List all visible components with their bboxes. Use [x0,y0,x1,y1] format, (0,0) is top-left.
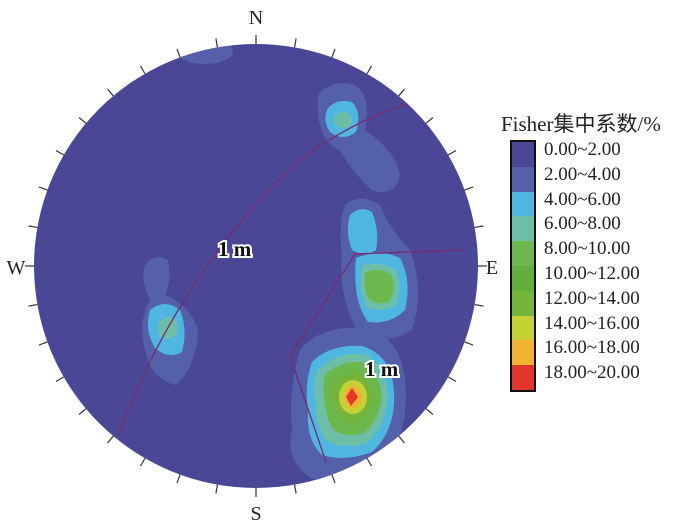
legend-label: 0.00~2.00 [544,139,621,160]
tick-marks [25,35,487,497]
legend-swatch [512,265,534,291]
legend-label: 12.00~14.00 [544,287,640,309]
tick-mark [139,65,146,75]
legend-swatch [512,340,534,366]
tick-mark [139,457,146,467]
contour-2-4 [177,44,233,64]
legend-colorbar [510,140,536,392]
legend-label: 14.00~16.00 [544,312,640,334]
legend-swatch [512,365,534,390]
tick-mark [464,186,474,191]
tick-mark [331,48,336,58]
east-label: E [486,257,498,279]
legend-swatch [512,166,534,192]
great-circle-line [117,91,471,437]
tick-mark [366,65,373,75]
contour-18-20 [346,388,358,406]
tick-mark [474,225,484,229]
tick-mark [55,149,65,156]
tick-mark [55,376,65,383]
tick-mark [107,435,114,444]
north-label: N [249,7,263,29]
legend-label: 18.00~20.00 [544,362,640,384]
tick-mark [398,435,405,444]
legend-label: 16.00~18.00 [544,337,640,359]
tick-mark [425,117,434,124]
legend-label: 6.00~8.00 [544,213,621,235]
tick-mark [28,225,38,229]
legend-swatch [512,216,534,242]
annotation-1m: 1 m [218,237,252,261]
tick-mark [38,186,48,191]
tick-mark [331,474,336,484]
tick-mark [398,88,405,97]
tick-mark [215,38,219,48]
legend-swatch [512,191,534,217]
legend-label: 4.00~6.00 [544,188,621,210]
tick-mark [293,484,297,494]
contour-8-10 [364,269,394,304]
contour-6-8 [334,112,352,128]
contours [117,44,471,482]
tick-mark [28,303,38,307]
legend-swatch [512,241,534,266]
tick-mark [293,38,297,48]
tick-mark [474,303,484,307]
west-label: W [7,257,26,279]
tick-mark [366,457,373,467]
legend-swatch [512,315,534,341]
legend-swatch [512,142,534,167]
tick-mark [38,341,48,346]
tick-mark [447,376,457,383]
legend-label: 8.00~10.00 [544,238,631,260]
boundary-line [289,249,465,463]
tick-mark [215,484,219,494]
tick-mark [176,474,181,484]
legend-label: 10.00~12.00 [544,262,640,284]
tick-mark [78,408,87,415]
legend-label: 2.00~4.00 [544,163,621,185]
south-label: S [250,503,261,525]
tick-mark [447,149,457,156]
tick-mark [78,117,87,124]
legend-labels: 0.00~2.00 2.00~4.00 4.00~6.00 6.00~8.00 8.00… [544,138,640,386]
tick-mark [176,48,181,58]
legend-title: Fisher集中系数/% [501,112,661,136]
annotation-1m: 1 m [365,357,399,381]
tick-mark [425,408,434,415]
tick-mark [107,88,114,97]
tick-mark [464,341,474,346]
legend-swatch [512,290,534,316]
contour-4-6 [347,209,378,254]
